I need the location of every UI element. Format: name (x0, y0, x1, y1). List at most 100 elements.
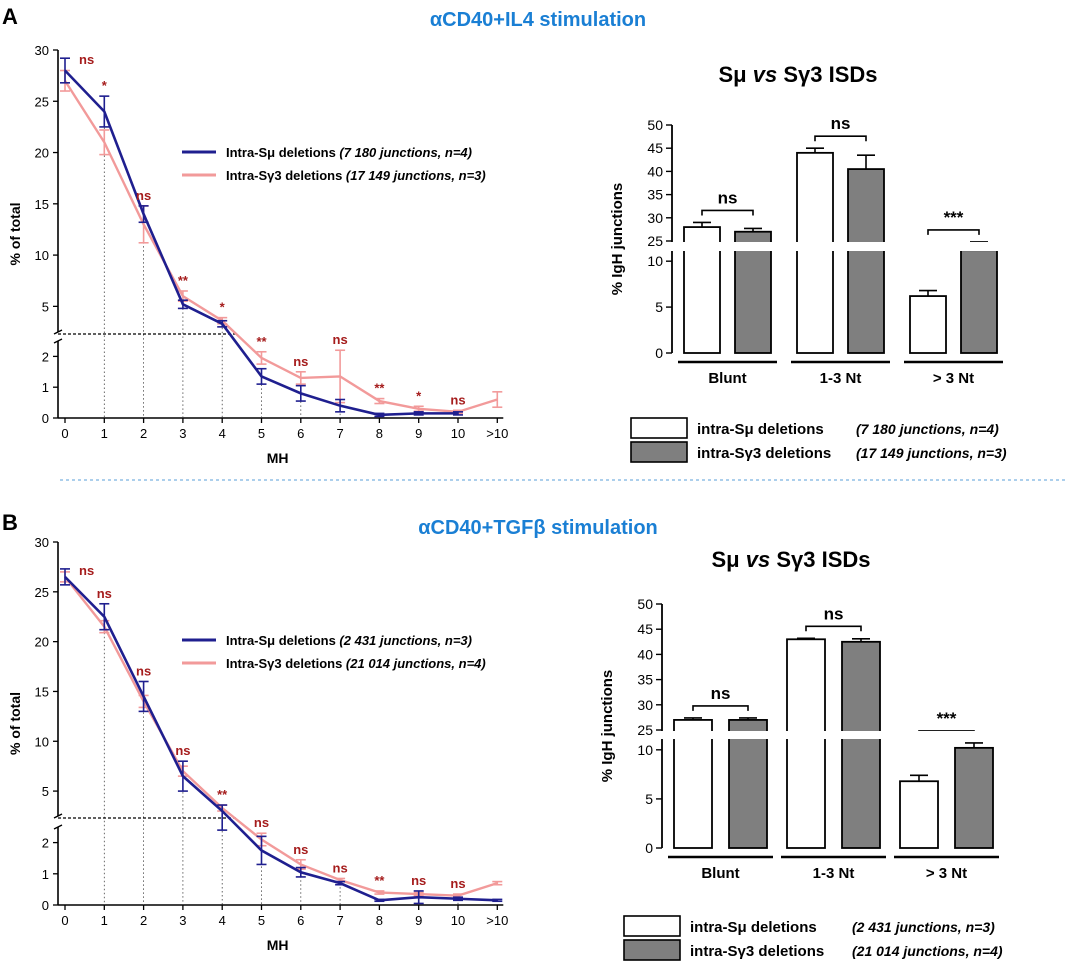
significance-bracket (814, 135, 867, 142)
y-tick-label: 15 (35, 197, 49, 212)
significance-label: ** (256, 334, 267, 349)
significance-label: ns (333, 860, 348, 875)
significance-label: ** (178, 273, 189, 288)
bar (899, 780, 939, 849)
y-tick-label: 0 (645, 840, 653, 856)
significance-label: * (102, 78, 108, 93)
x-tick-label: 9 (415, 913, 422, 928)
bar (954, 746, 994, 849)
x-tick-label: 5 (258, 913, 265, 928)
significance-label: ns (175, 743, 190, 758)
axis-break-mark (53, 338, 63, 344)
bar (960, 249, 998, 354)
significance-label: ns (79, 563, 94, 578)
y-tick-label: 30 (35, 535, 49, 550)
bar (841, 640, 881, 849)
significance-label: *** (937, 709, 957, 728)
y-tick-label: 2 (42, 836, 49, 851)
significance-label: ns (79, 52, 94, 67)
legend-detail: (7 180 junctions, n=4) (856, 421, 999, 437)
y-tick-label: 20 (35, 635, 49, 650)
y-tick-label: 5 (645, 791, 653, 807)
x-tick-label: 5 (258, 426, 265, 441)
x-tick-label: 10 (451, 913, 465, 928)
legend-swatch (623, 939, 681, 961)
significance-label: * (416, 388, 422, 403)
panel-a-title: αCD40+IL4 stimulation (430, 9, 646, 31)
axis-break-mark (53, 824, 63, 830)
legend-label: Intra-Sμ deletions (226, 633, 339, 648)
title-part: Sγ3 ISDs (777, 62, 877, 87)
panel-letter-a: A (2, 4, 18, 29)
significance-bracket (701, 209, 754, 216)
x-tick-label: 0 (61, 913, 68, 928)
x-tick-label: 1 (101, 913, 108, 928)
bar (847, 168, 885, 354)
bar (728, 719, 768, 849)
legend-swatch (623, 915, 681, 937)
legend-label: Intra-Sμ deletions (226, 145, 339, 160)
x-tick-label: 2 (140, 913, 147, 928)
x-tick-label: 1 (101, 426, 108, 441)
significance-label: ns (411, 873, 426, 888)
legend-line-entry: Intra-Sγ3 deletions (17 149 junctions, n… (226, 168, 486, 183)
significance-label: ns (293, 354, 308, 369)
significance-label: ns (718, 188, 738, 207)
x-tick-label: 6 (297, 426, 304, 441)
significance-label: ns (831, 114, 851, 133)
legend-label: intra-Sγ3 deletions (697, 445, 831, 462)
category-label: 1-3 Nt (813, 865, 855, 882)
y-tick-label: 0 (655, 345, 663, 361)
y-tick-label: 25 (35, 585, 49, 600)
bar-chart-title: Sμ vs Sγ3 ISDs (718, 62, 877, 87)
panel-b-title: αCD40+TGFβ stimulation (418, 517, 658, 539)
significance-label: *** (944, 208, 964, 227)
significance-label: ns (450, 392, 465, 407)
y-tick-label: 25 (647, 233, 663, 249)
bar-chart-title: Sμ vs Sγ3 ISDs (711, 547, 870, 572)
significance-label: ns (97, 586, 112, 601)
significance-label: ns (711, 684, 731, 703)
y-axis-label: % of total (7, 203, 23, 266)
x-tick-label: 6 (297, 913, 304, 928)
category-label: 1-3 Nt (820, 370, 862, 387)
panel-letter-b: B (2, 510, 18, 535)
y-tick-label: 10 (35, 248, 49, 263)
significance-bracket (692, 705, 749, 711)
y-tick-label: 40 (647, 163, 663, 179)
axis-break-band (669, 242, 1018, 251)
title-part: Sμ (718, 62, 746, 87)
legend-line-entry: Intra-Sμ deletions (7 180 junctions, n=4… (226, 145, 472, 160)
x-tick-label: 8 (376, 426, 383, 441)
y-tick-label: 5 (42, 299, 49, 314)
y-tick-label: 5 (42, 784, 49, 799)
x-axis-label: MH (267, 937, 289, 953)
y-tick-label: 10 (647, 253, 663, 269)
series-line (64, 576, 498, 897)
y-tick-label: 10 (35, 734, 49, 749)
y-tick-label: 1 (42, 380, 49, 395)
category-label: Blunt (701, 865, 739, 882)
y-tick-label: 5 (655, 299, 663, 315)
significance-label: ** (374, 873, 385, 888)
bar-chart-a: Sμ vs Sγ3 ISDs 25 30 35 40 45 50 0 5 10 % IgH junc… (609, 62, 1018, 463)
x-tick-label: 3 (179, 913, 186, 928)
significance-label: ns (136, 188, 151, 203)
legend-swatch (630, 441, 688, 463)
bar (909, 295, 947, 354)
x-axis-label: MH (267, 450, 289, 466)
x-tick-label: 7 (336, 426, 343, 441)
significance-bracket (927, 229, 980, 235)
category-label: > 3 Nt (933, 370, 974, 387)
legend-detail: (21 014 junctions, n=4) (852, 943, 1003, 959)
significance-label: ** (217, 787, 228, 802)
title-part: vs (740, 547, 771, 572)
y-tick-label: 30 (637, 697, 653, 713)
y-axis-label: % IgH junctions (609, 183, 626, 296)
y-tick-label: 0 (42, 411, 49, 426)
title-part: Sμ (711, 547, 739, 572)
x-tick-label: 3 (179, 426, 186, 441)
